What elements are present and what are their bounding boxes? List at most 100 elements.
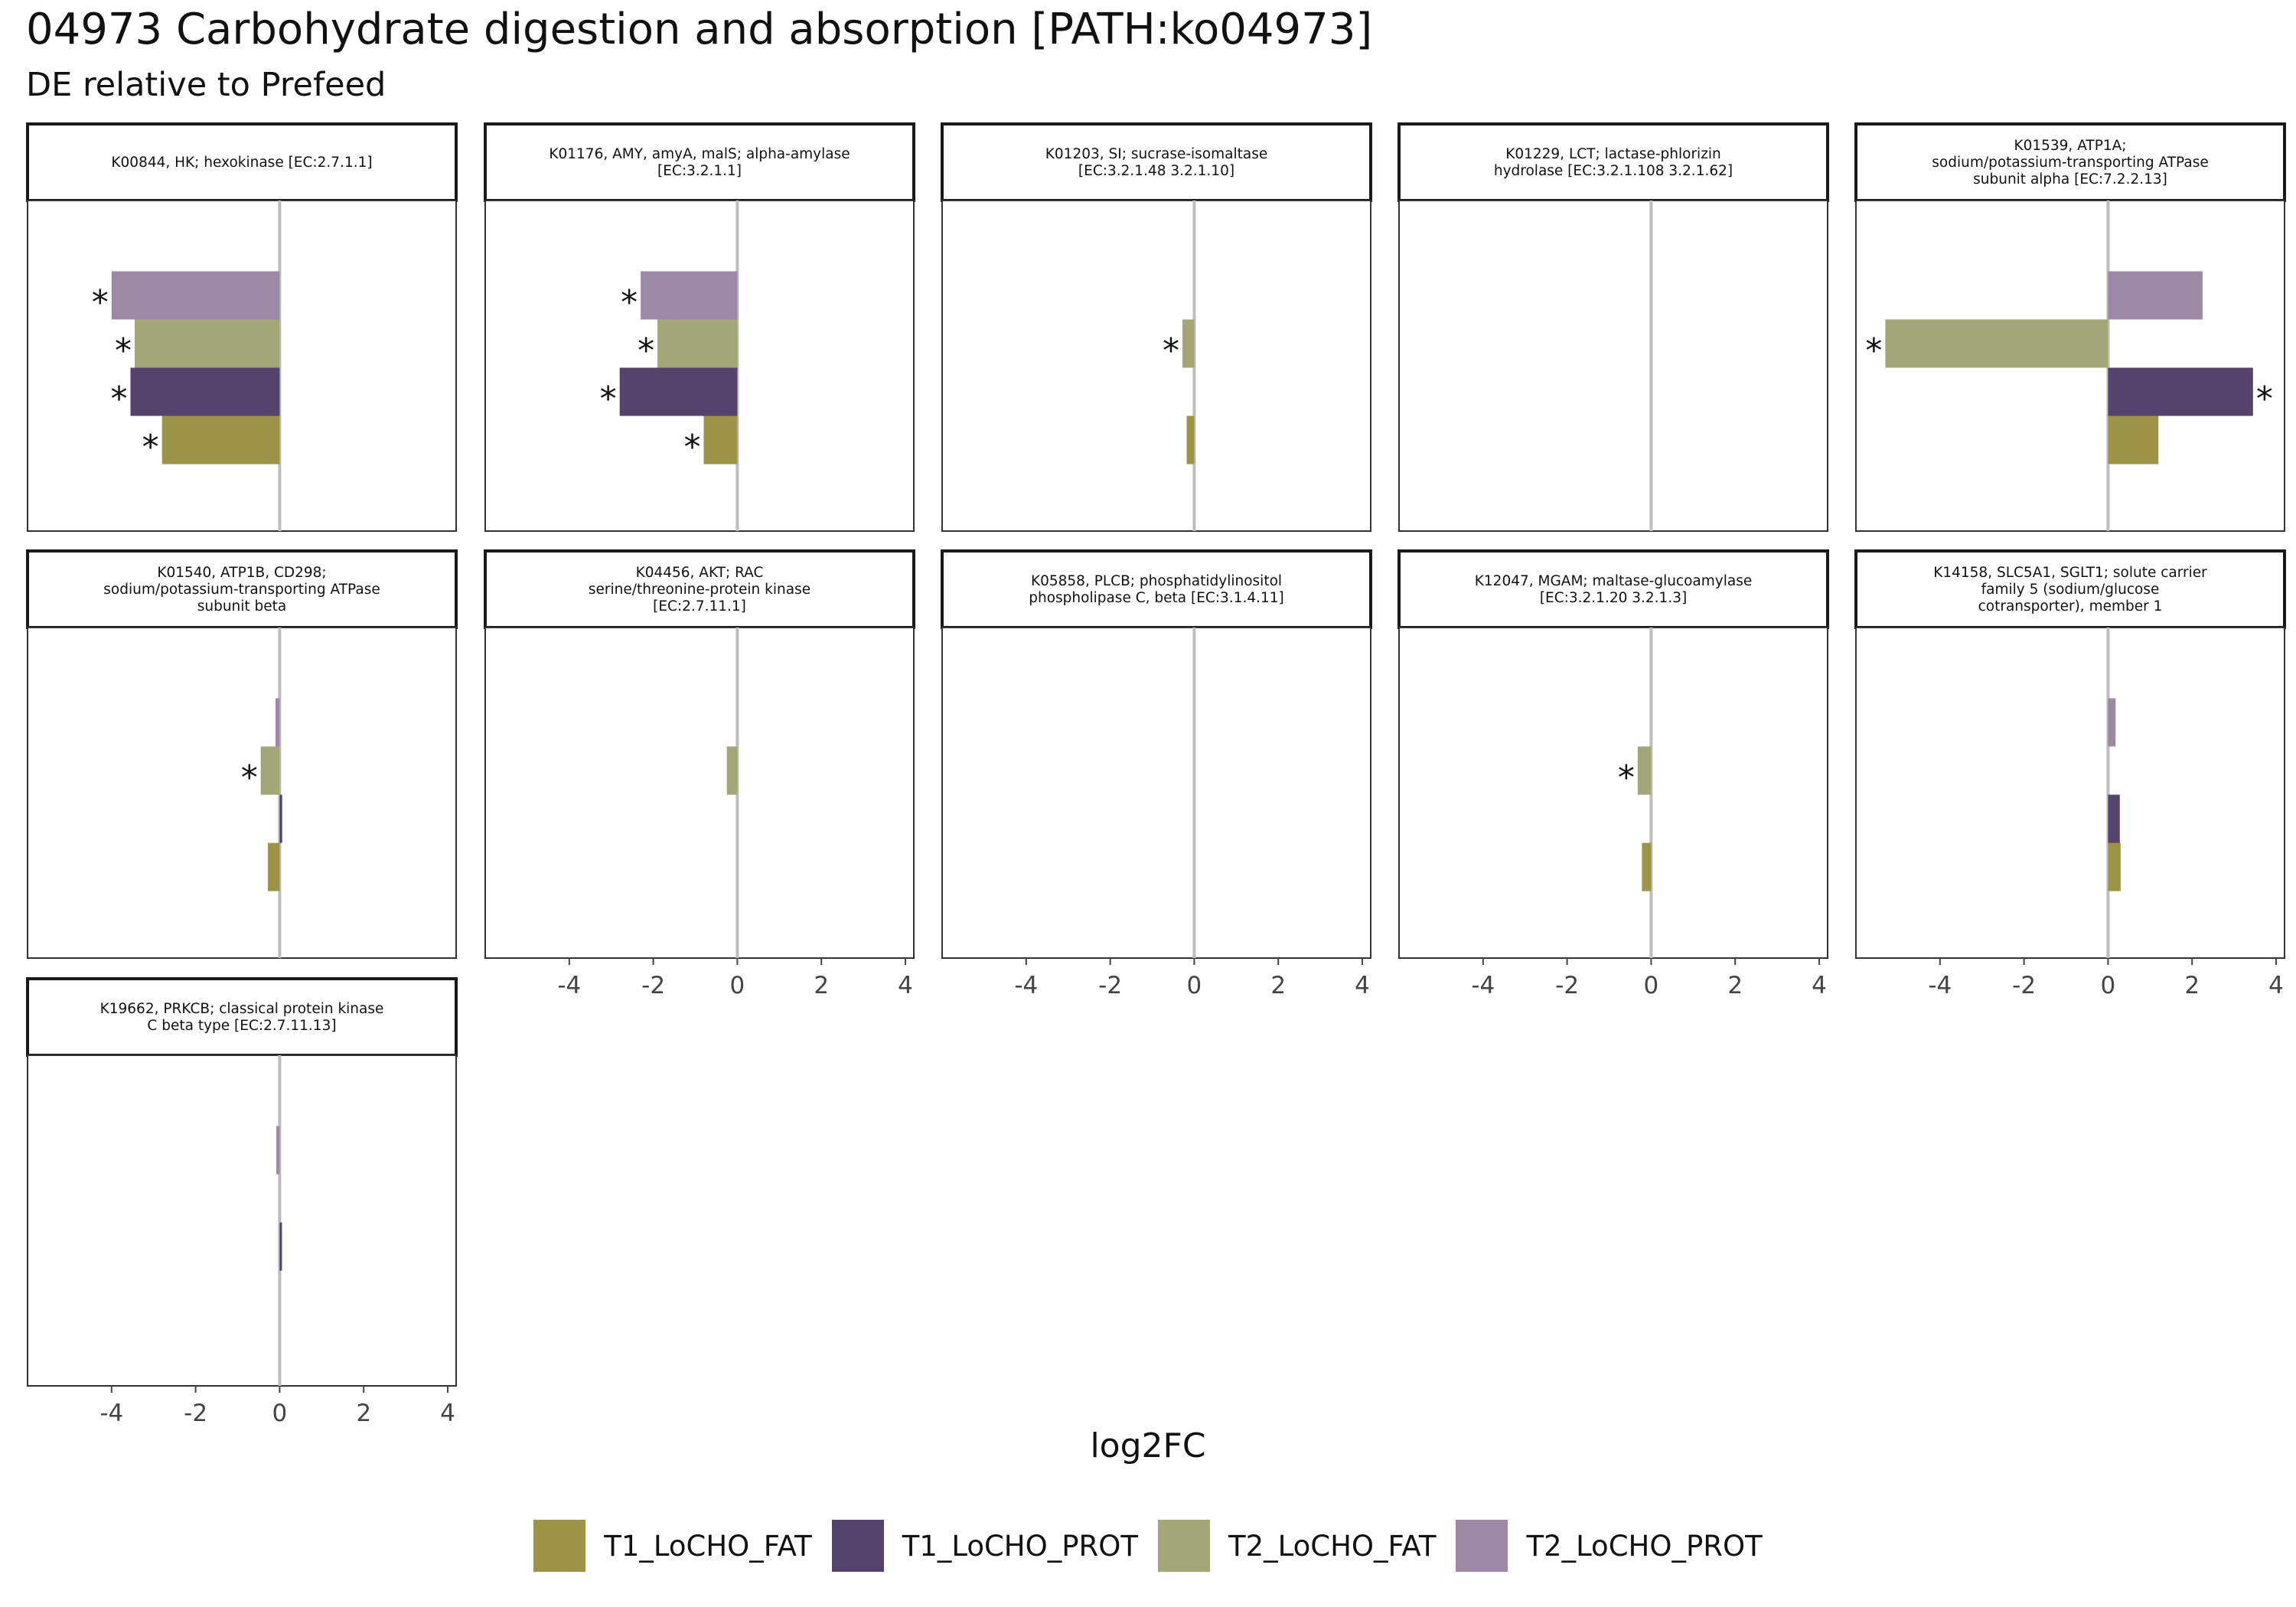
panel-frame xyxy=(1398,200,1828,532)
facet-strip xyxy=(941,549,1372,629)
bar xyxy=(2108,416,2159,464)
bar xyxy=(1182,319,1195,368)
bar xyxy=(1186,416,1195,464)
panel-frame xyxy=(484,627,915,959)
bar xyxy=(111,271,280,320)
facet-title: K00844, HK; hexokinase [EC:2.7.1.1] xyxy=(111,155,372,171)
facet-strip xyxy=(26,977,458,1057)
legend-label: T2_LoCHO_PROT xyxy=(1526,1529,1763,1563)
significance-marker: * xyxy=(1865,331,1882,370)
significance-marker: * xyxy=(638,331,654,370)
bar xyxy=(1642,843,1652,892)
legend-swatch xyxy=(1158,1520,1210,1572)
bar xyxy=(2108,794,2120,843)
legend-label: T1_LoCHO_FAT xyxy=(604,1529,812,1563)
facet-title: subunit alpha [EC:7.2.2.13] xyxy=(1973,171,2167,187)
facet-strip xyxy=(1397,122,1829,202)
facet-title: serine/threonine-protein kinase xyxy=(589,582,810,598)
facet-title: [EC:3.2.1.20 3.2.1.3] xyxy=(1540,590,1687,606)
significance-marker: * xyxy=(92,283,109,322)
x-tick-label: 4 xyxy=(440,1400,455,1427)
x-tick-label: 0 xyxy=(272,1400,288,1427)
chart-subtitle: DE relative to Prefeed xyxy=(26,66,386,104)
bar xyxy=(2108,843,2121,892)
facet-title: K12047, MGAM; maltase-glucoamylase xyxy=(1475,573,1752,589)
x-tick-label: 2 xyxy=(814,972,829,999)
facet-strip xyxy=(484,122,915,202)
facet-title: sodium/potassium-transporting ATPase xyxy=(103,582,380,598)
facet-title: K19662, PRKCB; classical protein kinase xyxy=(100,1001,384,1017)
legend-label: T1_LoCHO_PROT xyxy=(902,1529,1138,1563)
facet-title: K01229, LCT; lactase-phlorizin xyxy=(1505,146,1721,162)
x-tick-label: 4 xyxy=(1812,972,1827,999)
significance-marker: * xyxy=(683,428,700,467)
facet-strip xyxy=(1854,122,2286,202)
facet-strip xyxy=(941,122,1372,202)
x-tick-label: 2 xyxy=(1270,972,1286,999)
x-tick-label: -2 xyxy=(1555,972,1579,999)
x-tick-label: 0 xyxy=(730,972,745,999)
panel-frame xyxy=(1855,627,2285,959)
bar xyxy=(130,367,280,416)
facet-title: [EC:2.7.11.1] xyxy=(653,598,746,614)
x-tick-label: -4 xyxy=(557,972,581,999)
facet-strip xyxy=(1397,549,1829,629)
x-tick-label: -2 xyxy=(2012,972,2036,999)
legend-item: T1_LoCHO_FAT xyxy=(533,1520,812,1572)
bar xyxy=(279,794,282,843)
facet-title: K01176, AMY, amyA, malS; alpha-amylase xyxy=(549,146,850,162)
facet-title: K01203, SI; sucrase-isomaltase xyxy=(1045,146,1267,162)
legend-swatch xyxy=(533,1520,586,1572)
facet-title: K14158, SLC5A1, SGLT1; solute carrier xyxy=(1933,565,2207,581)
x-tick-label: -2 xyxy=(641,972,665,999)
facet-title: K05858, PLCB; phosphatidylinositol xyxy=(1031,573,1282,589)
bar xyxy=(1885,319,2108,368)
significance-marker: * xyxy=(2256,380,2273,419)
significance-marker: * xyxy=(1618,758,1635,797)
bar xyxy=(2108,271,2203,320)
bar xyxy=(726,746,738,795)
significance-marker: * xyxy=(142,428,159,467)
panel-frame xyxy=(1398,627,1828,959)
x-tick-label: 4 xyxy=(898,972,913,999)
x-tick-label: -4 xyxy=(1928,972,1952,999)
legend-label: T2_LoCHO_FAT xyxy=(1228,1529,1437,1563)
panel-frame xyxy=(941,200,1371,532)
bar xyxy=(275,698,280,747)
bar xyxy=(268,843,280,892)
facet-strip xyxy=(484,549,915,629)
legend-item: T1_LoCHO_PROT xyxy=(831,1520,1138,1572)
bar xyxy=(135,319,280,368)
facet-title: subunit beta xyxy=(197,598,287,614)
bar xyxy=(2108,367,2253,416)
x-tick-label: 0 xyxy=(1644,972,1659,999)
facet-title: [EC:3.2.1.1] xyxy=(657,163,742,179)
significance-marker: * xyxy=(1163,331,1179,370)
bar xyxy=(703,416,738,464)
significance-marker: * xyxy=(621,283,638,322)
panel-frame xyxy=(27,1054,457,1387)
panel-frame xyxy=(941,627,1371,959)
facet-strip xyxy=(1854,549,2286,629)
facet-title: K01539, ATP1A; xyxy=(2014,138,2126,154)
significance-marker: * xyxy=(115,331,132,370)
facet-title: cotransporter), member 1 xyxy=(1978,598,2163,614)
bar xyxy=(260,746,280,795)
x-tick-label: -4 xyxy=(1471,972,1495,999)
legend-item: T2_LoCHO_PROT xyxy=(1456,1520,1763,1572)
x-tick-label: -4 xyxy=(99,1400,123,1427)
bar xyxy=(657,319,738,368)
bar xyxy=(276,1126,280,1175)
significance-marker: * xyxy=(111,380,128,419)
panel-frame xyxy=(27,627,457,959)
x-tick-label: -2 xyxy=(184,1400,207,1427)
x-axis-label: log2FC xyxy=(1090,1426,1206,1465)
bar xyxy=(619,367,738,416)
legend-item: T2_LoCHO_FAT xyxy=(1158,1520,1436,1572)
facet-strip xyxy=(26,549,458,629)
bar xyxy=(1637,746,1652,795)
legend: T1_LoCHO_FAT T1_LoCHO_PROT T2_LoCHO_FAT T2_… xyxy=(0,1520,2296,1572)
significance-marker: * xyxy=(241,758,258,797)
facet-title: K01540, ATP1B, CD298; xyxy=(157,565,326,581)
